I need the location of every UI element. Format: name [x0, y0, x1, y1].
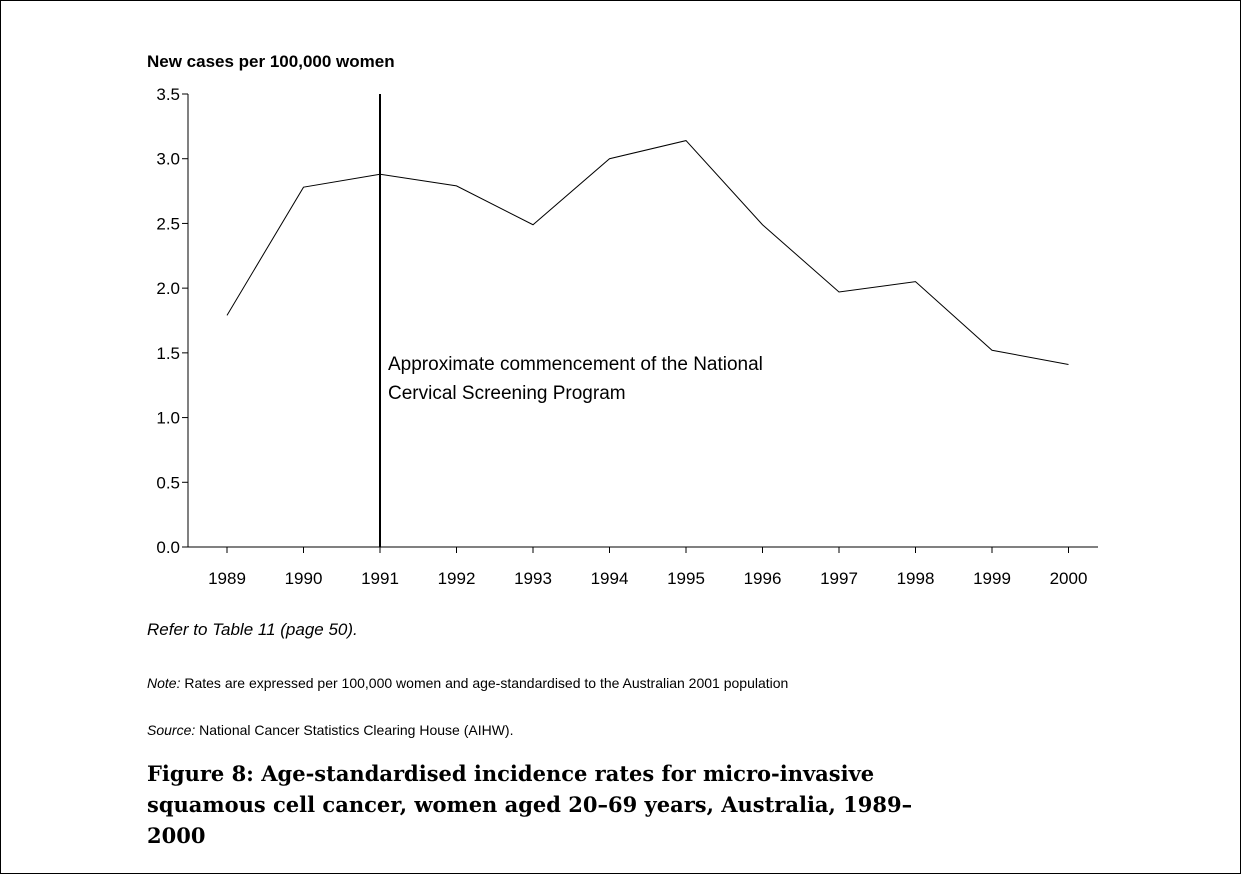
source-label: Source: [147, 722, 196, 738]
y-tick-label: 1.5 [156, 344, 180, 363]
x-tick-label: 1994 [591, 569, 629, 588]
x-tick-label: 1991 [361, 569, 399, 588]
note-label: Note: [147, 675, 181, 691]
x-tick-label: 1995 [667, 569, 705, 588]
x-tick-label: 2000 [1050, 569, 1088, 588]
x-tick-label: 1998 [897, 569, 935, 588]
y-tick-label: 1.0 [156, 409, 180, 428]
note-text: Note: Rates are expressed per 100,000 wo… [147, 675, 788, 691]
note-body: Rates are expressed per 100,000 women an… [180, 675, 789, 691]
line-chart: 0.0 0.5 1.0 1.5 2.0 2.5 3.0 3.5 1989 1990 1991 1992… [156, 85, 1098, 588]
y-tick-label: 0.0 [156, 538, 180, 557]
y-tick-label: 2.5 [156, 214, 180, 233]
y-tick-label: 0.5 [156, 473, 180, 492]
x-tick-label: 1999 [973, 569, 1011, 588]
x-tick-label: 1989 [208, 569, 246, 588]
source-body: National Cancer Statistics Clearing Hous… [195, 722, 514, 738]
annotation-text: Cervical Screening Program [388, 383, 626, 404]
figure-caption: Figure 8: Age-standardised incidence rat… [147, 761, 913, 848]
refer-text: Refer to Table 11 (page 50). [147, 620, 358, 639]
axes: 0.0 0.5 1.0 1.5 2.0 2.5 3.0 3.5 1989 1990 1991 1992… [156, 85, 1098, 588]
chart-marks: Approximate commencement of the National… [226, 94, 1069, 547]
y-tick-label: 2.0 [156, 279, 180, 298]
annotation-text: Approximate commencement of the National [388, 354, 763, 375]
x-tick-label: 1996 [744, 569, 782, 588]
x-tick-label: 1997 [820, 569, 858, 588]
x-tick-label: 1990 [285, 569, 323, 588]
x-tick-label: 1992 [438, 569, 476, 588]
y-tick-label: 3.0 [156, 150, 180, 169]
y-axis-title: New cases per 100,000 women [147, 52, 395, 71]
x-tick-label: 1993 [514, 569, 552, 588]
series-line [226, 140, 1069, 365]
source-text: Source: National Cancer Statistics Clear… [147, 722, 513, 738]
y-tick-label: 3.5 [156, 85, 180, 104]
